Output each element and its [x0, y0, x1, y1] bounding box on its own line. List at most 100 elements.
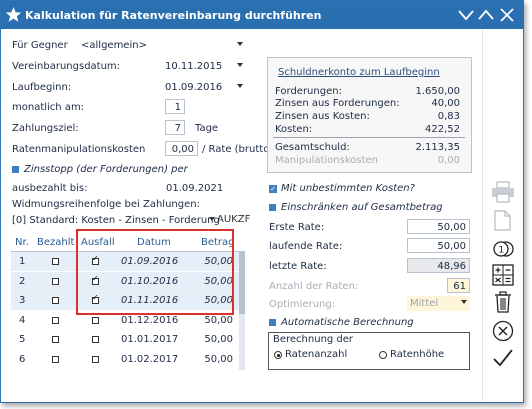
chevron-down-icon — [237, 63, 243, 67]
radio-ratenhoehe[interactable] — [379, 351, 387, 359]
manipulationskosten-label: Ratenmanipulationskosten — [12, 144, 146, 155]
berechnung-label: Berechnung der — [273, 334, 354, 345]
checkbox-einschraenken[interactable] — [269, 204, 276, 211]
berechnung-groupbox: Berechnung der Ratenanzahl Ratenhöhe — [268, 332, 470, 370]
ausbezahlt-value: 01.09.2021 — [166, 183, 224, 194]
checkbox-bezahlt[interactable] — [52, 297, 59, 304]
checkbox-ausfall[interactable] — [92, 336, 99, 343]
row-nr: 6 — [19, 353, 26, 365]
coins-icon[interactable]: 1 — [491, 240, 515, 258]
checkmark-icon[interactable] — [492, 348, 514, 368]
document-icon[interactable] — [494, 210, 511, 231]
row-datum: 01.09.2016 — [121, 256, 179, 267]
zinsen-forderungen-value: 40,00 — [431, 98, 460, 109]
chevron-down-icon — [237, 84, 243, 88]
checkbox-bezahlt[interactable] — [52, 316, 59, 324]
header-bezahlt: Bezahlt — [37, 237, 75, 248]
rate-brutto-label: / Rate (brutto) — [202, 144, 274, 155]
row-datum: 01.12.2016 — [121, 314, 179, 326]
trash-icon[interactable] — [494, 291, 512, 313]
checkbox-zinsstopp[interactable] — [12, 166, 19, 173]
optimierung-select[interactable]: Mittel — [407, 296, 470, 311]
summary-panel: Schuldnerkonto zum Laufbeginn Forderunge… — [267, 57, 472, 173]
monatlich-label: monatlich am: — [12, 102, 85, 113]
erste-rate-input[interactable]: 50,00 — [407, 219, 470, 234]
aukzf-label: AUKZF — [217, 214, 251, 225]
widmung-label: Widmungsreihenfolge bei Zahlungen: — [12, 199, 200, 210]
side-toolbar: 1 — [482, 30, 523, 401]
widmung-value: [0] Standard: Kosten - Zinsen - Forderun… — [12, 215, 220, 226]
dialog-window: Kalkulation für Ratenvereinbarung durchf… — [0, 0, 524, 403]
row-nr: 1 — [19, 256, 26, 267]
unbestimmte-kosten-label: Mit unbestimmten Kosten? — [281, 183, 415, 194]
forderungen-label: Forderungen: — [275, 86, 342, 97]
checkbox-ausfall[interactable] — [92, 316, 99, 324]
table-row[interactable]: 1 01.09.2016 50,00 — [11, 252, 245, 271]
manipulationskosten-summary-value: 0,00 — [437, 155, 460, 166]
zinsen-kosten-label: Zinsen aus Kosten: — [275, 111, 370, 122]
row-datum: 01.02.2017 — [121, 353, 179, 365]
erste-rate-label: Erste Rate: — [269, 222, 325, 233]
table-row[interactable]: 5 01.01.2017 50,00 — [11, 330, 245, 349]
zinsen-kosten-value: 0,83 — [437, 111, 460, 122]
window-title: Kalkulation für Ratenvereinbarung durchf… — [25, 9, 322, 22]
checkbox-bezahlt[interactable] — [52, 355, 59, 363]
checkbox-ausfall[interactable] — [92, 355, 99, 363]
header-datum: Datum — [137, 237, 171, 248]
gegner-label: Für Gegner — [12, 40, 68, 51]
row-nr: 5 — [19, 334, 26, 345]
laufbeginn-select[interactable]: 01.09.2016 — [165, 80, 243, 95]
chevron-down-icon — [209, 217, 215, 221]
chevron-up-icon[interactable] — [478, 9, 494, 21]
laufende-rate-input[interactable]: 50,00 — [407, 238, 470, 253]
row-datum: 01.01.2017 — [121, 334, 179, 345]
checkbox-automatische-berechnung[interactable] — [269, 319, 276, 326]
checkbox-ausfall[interactable] — [92, 274, 99, 285]
checkbox-bezahlt[interactable] — [52, 336, 59, 343]
vereinbarungsdatum-select[interactable]: 10.11.2015 — [165, 59, 243, 74]
forderungen-value: 1.650,00 — [415, 86, 460, 97]
row-betrag: 50,00 — [204, 295, 233, 306]
table-row[interactable]: 4 01.12.2016 50,00 — [11, 310, 245, 330]
table-row[interactable]: 6 01.02.2017 50,00 — [11, 349, 245, 369]
zahlungsziel-input[interactable]: 7 — [165, 120, 185, 135]
summary-title: Schuldnerkonto zum Laufbeginn — [278, 67, 440, 78]
chevron-down-icon — [461, 300, 467, 304]
automatische-berechnung-label: Automatische Berechnung — [281, 317, 414, 328]
row-nr: 2 — [19, 275, 26, 287]
chevron-down-icon — [237, 42, 243, 46]
checkbox-unbestimmte-kosten[interactable]: ✓ — [269, 185, 277, 193]
kosten-value: 422,52 — [425, 124, 460, 135]
checkbox-bezahlt[interactable] — [52, 277, 59, 285]
gegner-select[interactable]: <allgemein> — [81, 38, 243, 53]
title-bar: Kalkulation für Ratenvereinbarung durchf… — [1, 1, 523, 29]
optimierung-label: Optimierung: — [269, 299, 336, 310]
radio-ratenanzahl[interactable] — [274, 351, 282, 359]
close-icon[interactable] — [500, 8, 514, 22]
calculator-icon[interactable] — [492, 264, 514, 286]
chevron-down-icon[interactable] — [458, 9, 474, 21]
laufende-rate-label: laufende Rate: — [269, 241, 343, 252]
printer-icon[interactable] — [491, 181, 515, 203]
table-row[interactable]: 2 01.10.2016 50,00 — [11, 271, 245, 291]
row-datum: 01.10.2016 — [121, 275, 179, 287]
cancel-icon[interactable] — [492, 320, 514, 342]
checkbox-ausfall[interactable] — [92, 293, 99, 304]
scrollbar-thumb[interactable] — [239, 252, 245, 314]
row-datum: 01.11.2016 — [121, 295, 179, 306]
vereinbarungsdatum-value: 10.11.2015 — [165, 61, 223, 72]
anzahl-raten-value: 61 — [447, 278, 470, 293]
anzahl-raten-label: Anzahl der Raten: — [269, 281, 359, 292]
table-row[interactable]: 3 01.11.2016 50,00 — [11, 291, 245, 310]
header-ausfall: Ausfall — [81, 237, 115, 248]
monatlich-input[interactable]: 1 — [165, 99, 185, 114]
manipulationskosten-input[interactable]: 0,00 — [165, 141, 198, 156]
laufbeginn-label: Laufbeginn: — [12, 82, 72, 93]
checkbox-ausfall[interactable] — [92, 254, 99, 265]
table-scrollbar[interactable] — [239, 252, 245, 370]
checkbox-bezahlt[interactable] — [52, 258, 59, 265]
einschraenken-label: Einschränken auf Gesamtbetrag — [281, 202, 443, 213]
svg-text:1: 1 — [499, 246, 505, 256]
widmung-select[interactable]: [0] Standard: Kosten - Zinsen - Forderun… — [12, 213, 220, 228]
manipulationskosten-summary-label: Manipulationskosten — [275, 155, 379, 166]
